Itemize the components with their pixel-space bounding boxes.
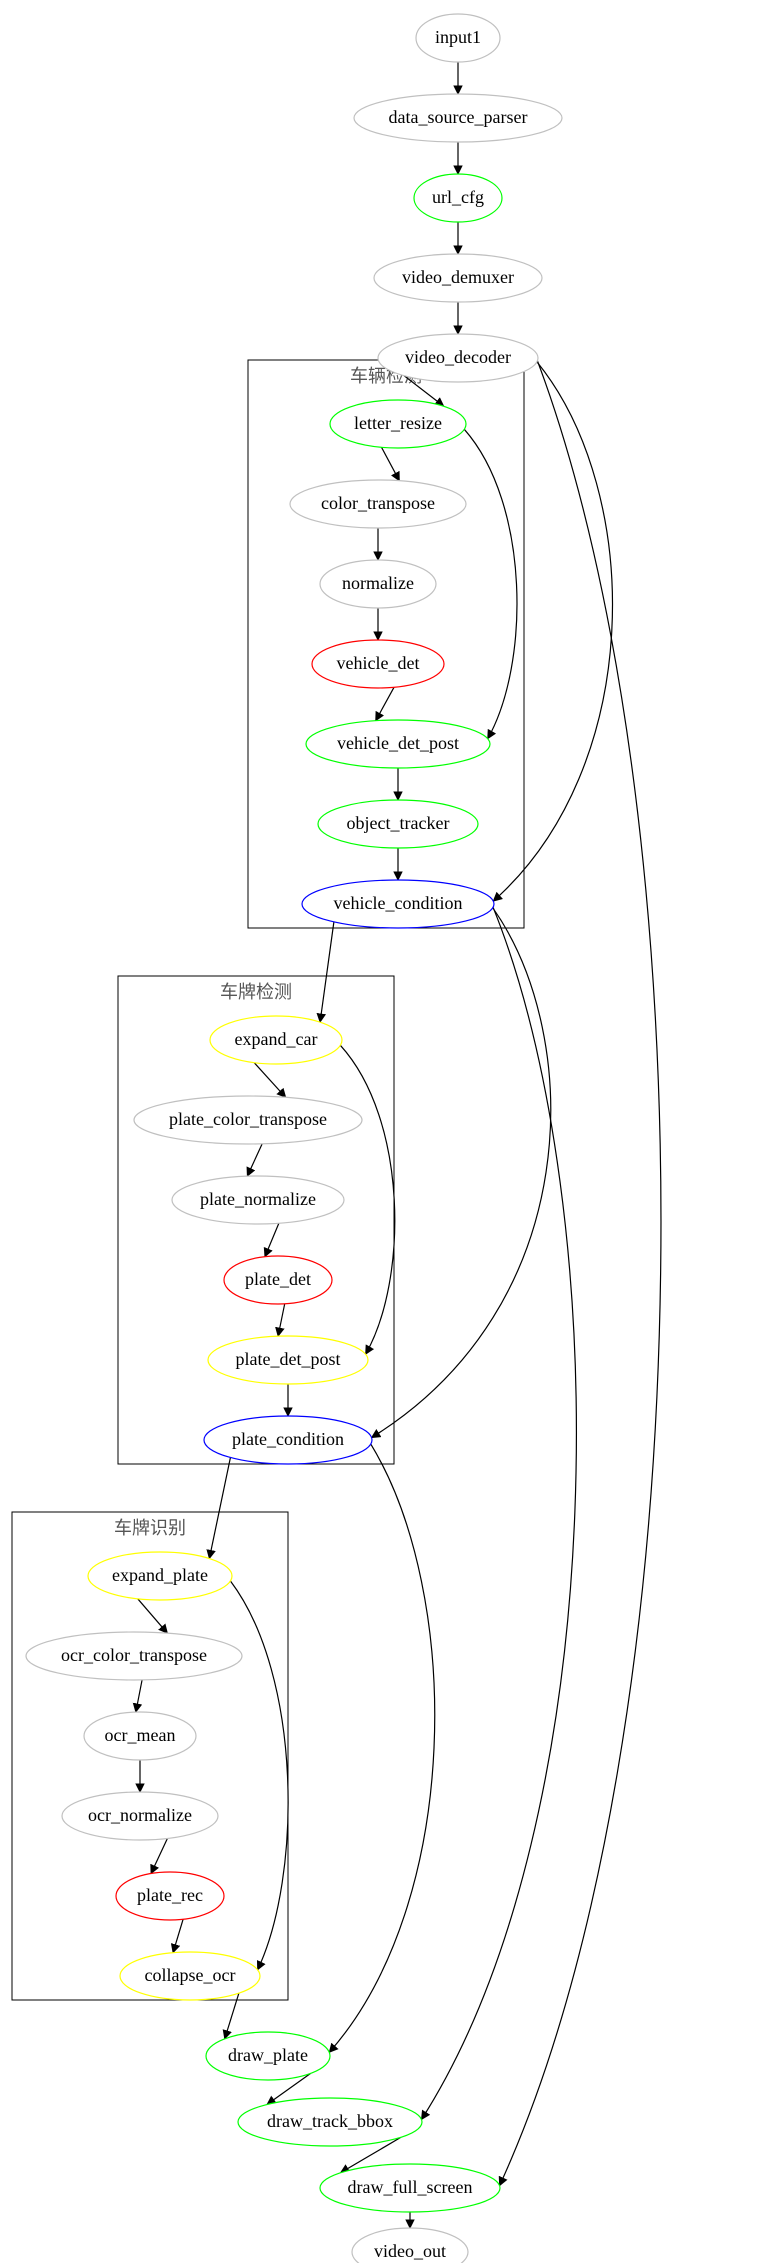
node-label: url_cfg [432,187,484,207]
edge [329,1444,434,2052]
node-label: draw_full_screen [348,2177,473,2197]
edge [464,429,517,738]
node-letter_resize: letter_resize [330,400,466,448]
node-label: draw_plate [228,2045,308,2065]
node-collapse_ocr: collapse_ocr [120,1952,260,2000]
edge [278,1304,285,1336]
node-plate_normalize: plate_normalize [172,1176,344,1224]
node-draw_track_bbox: draw_track_bbox [238,2098,422,2146]
node-label: plate_condition [232,1429,344,1449]
node-label: expand_plate [112,1565,208,1585]
edge [173,1919,183,1952]
node-label: plate_det [245,1269,311,1289]
node-label: input1 [435,27,481,47]
flowchart-svg: 车辆检测车牌检测车牌识别input1data_source_parserurl_… [0,0,779,2263]
node-url_cfg: url_cfg [414,174,502,222]
node-label: ocr_normalize [88,1805,192,1825]
node-plate_det: plate_det [224,1256,332,1304]
edge [376,687,394,720]
edge [265,1223,279,1256]
node-label: ocr_color_transpose [61,1645,207,1665]
edge [254,1063,285,1098]
node-data_source_parser: data_source_parser [354,94,562,142]
node-label: plate_normalize [200,1189,316,1209]
node-label: letter_resize [354,413,442,433]
node-expand_plate: expand_plate [88,1552,232,1600]
edge [230,1581,288,1970]
cluster-label: 车牌识别 [114,1518,186,1538]
node-ocr_color_transpose: ocr_color_transpose [26,1632,242,1680]
node-label: color_transpose [321,493,435,513]
cluster-label: 车牌检测 [220,982,292,1002]
node-normalize: normalize [320,560,436,608]
node-label: normalize [342,573,414,593]
node-plate_color_transpose: plate_color_transpose [134,1096,362,1144]
node-draw_plate: draw_plate [206,2032,330,2080]
node-object_tracker: object_tracker [318,800,478,848]
edge [138,1599,168,1633]
edge [340,1045,394,1354]
edge [320,922,334,1022]
edge [372,908,551,1438]
node-label: video_demuxer [402,267,514,287]
node-video_out: video_out [352,2228,468,2263]
node-input1: input1 [416,14,500,62]
edge [136,1680,142,1712]
node-ocr_normalize: ocr_normalize [62,1792,218,1840]
node-vehicle_det_post: vehicle_det_post [306,720,490,768]
node-label: data_source_parser [389,107,528,127]
edge [421,907,576,2119]
node-draw_full_screen: draw_full_screen [320,2164,500,2212]
edge [493,362,612,901]
node-label: vehicle_det [337,653,420,673]
node-label: vehicle_det_post [337,733,459,753]
node-label: draw_track_bbox [267,2111,393,2131]
node-label: video_decoder [405,347,511,367]
node-label: plate_rec [137,1885,203,1905]
node-vehicle_det: vehicle_det [312,640,444,688]
node-plate_rec: plate_rec [116,1872,224,1920]
node-label: video_out [374,2241,446,2261]
node-video_demuxer: video_demuxer [374,254,542,302]
node-label: expand_car [235,1029,318,1049]
node-label: ocr_mean [105,1725,176,1745]
node-video_decoder: video_decoder [378,334,538,382]
node-label: plate_color_transpose [169,1109,327,1129]
node-plate_condition: plate_condition [204,1416,372,1464]
edge [151,1838,167,1873]
edge [209,1457,230,1558]
node-label: plate_det_post [236,1349,341,1369]
edge [247,1144,262,1176]
node-color_transpose: color_transpose [290,480,466,528]
node-label: object_tracker [347,813,450,833]
node-vehicle_condition: vehicle_condition [302,880,494,928]
node-ocr_mean: ocr_mean [84,1712,196,1760]
edge [382,447,400,480]
node-label: vehicle_condition [334,893,463,913]
node-plate_det_post: plate_det_post [208,1336,368,1384]
node-label: collapse_ocr [145,1965,236,1985]
node-expand_car: expand_car [210,1016,342,1064]
